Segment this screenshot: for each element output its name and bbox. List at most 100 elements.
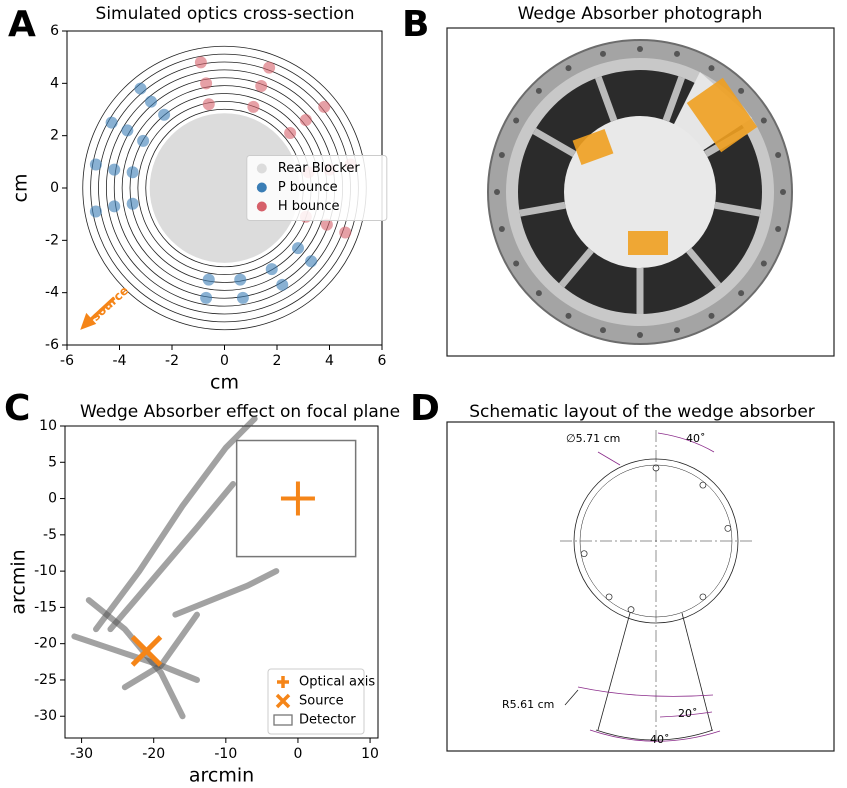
legend-key xyxy=(256,201,267,212)
legend-key xyxy=(277,676,289,688)
point xyxy=(89,205,102,218)
legend-key xyxy=(256,163,267,174)
point xyxy=(234,273,247,286)
bolt-hole xyxy=(565,65,572,72)
bolt-hole xyxy=(708,312,715,319)
point xyxy=(145,95,157,108)
bolt-hole xyxy=(498,151,505,158)
x-axis-label: arcmin xyxy=(189,765,254,787)
dimension-label: 40˚ xyxy=(686,432,706,445)
point xyxy=(202,98,215,111)
y-tick-label: -2 xyxy=(45,232,59,248)
dimension-label: 20˚ xyxy=(678,707,698,720)
bolt-hole xyxy=(674,327,681,334)
point xyxy=(158,108,171,121)
point xyxy=(200,291,213,304)
bolt-hole xyxy=(738,290,745,297)
bolt-hole xyxy=(599,50,606,57)
bolt-hole xyxy=(513,117,520,124)
bolt-hole xyxy=(637,46,643,52)
y-axis-label: cm xyxy=(10,174,32,203)
x-tick-label: 10 xyxy=(361,746,379,762)
legend-key xyxy=(256,182,267,193)
bolt-hole xyxy=(708,65,715,72)
panel-label: A xyxy=(8,4,36,45)
spoke xyxy=(714,201,761,217)
point xyxy=(137,134,150,147)
spoke xyxy=(686,247,722,288)
bolt-hole xyxy=(780,189,786,195)
bolt-hole xyxy=(513,260,520,267)
point xyxy=(305,255,318,268)
spoke xyxy=(662,76,686,122)
panel-label: C xyxy=(4,388,30,429)
x-tick-label: 4 xyxy=(325,353,334,369)
schematic: ∅5.71 cm 40˚ R5.61 cm 20˚ 40˚ xyxy=(446,421,835,752)
bolt-hole xyxy=(775,226,782,233)
bolt-hole xyxy=(738,87,745,94)
ray-streak xyxy=(107,481,237,633)
schematic-title: Schematic layout of the wedge absorber xyxy=(469,402,815,422)
point xyxy=(276,278,289,291)
legend-label: Rear Blocker xyxy=(278,161,361,176)
legend-label: Source xyxy=(299,694,344,709)
x-tick-label: -10 xyxy=(214,746,237,762)
y-tick-label: 5 xyxy=(48,454,57,470)
point xyxy=(121,124,134,137)
point xyxy=(318,100,331,113)
y-tick-label: 4 xyxy=(50,75,59,91)
optical-axis-marker xyxy=(280,481,315,516)
bolt-hole xyxy=(637,332,643,338)
point xyxy=(105,116,118,129)
dimension-label: 40˚ xyxy=(650,733,670,746)
bolt-hole xyxy=(775,151,782,158)
annotation: source xyxy=(88,283,131,324)
bolt-hole xyxy=(760,260,767,267)
hole xyxy=(605,593,613,601)
blocker xyxy=(149,113,300,263)
y-tick-label: 2 xyxy=(50,128,59,144)
y-tick-label: -15 xyxy=(34,599,57,615)
y-tick-label: -5 xyxy=(43,527,57,543)
spoke xyxy=(594,76,618,122)
point xyxy=(320,218,333,231)
dimension-label: ∅5.71 cm xyxy=(566,432,620,445)
bolt-hole xyxy=(535,87,542,94)
point xyxy=(202,273,215,286)
y-tick-label: 0 xyxy=(48,491,57,507)
point xyxy=(89,158,102,171)
hole xyxy=(724,524,732,532)
y-tick-label: -30 xyxy=(34,708,57,724)
panel-label: B xyxy=(402,4,429,45)
point xyxy=(126,197,139,210)
legend-label: Optical axis xyxy=(299,675,375,690)
point xyxy=(292,242,304,255)
y-tick-label: -4 xyxy=(45,285,59,301)
bolt-hole xyxy=(565,312,572,319)
chart-title: Wedge Absorber effect on focal plane xyxy=(80,402,400,422)
y-tick-label: -10 xyxy=(34,563,57,579)
point xyxy=(263,61,276,74)
legend-label: Detector xyxy=(299,713,356,728)
point xyxy=(134,82,147,95)
spoke xyxy=(532,127,576,158)
annotation-arrow xyxy=(87,296,116,324)
hole xyxy=(699,481,707,489)
x-tick-label: -4 xyxy=(113,353,127,369)
plot-frame xyxy=(64,425,379,739)
source-marker xyxy=(130,635,163,667)
legend-box xyxy=(246,155,388,221)
x-tick-label: -30 xyxy=(70,746,93,762)
point xyxy=(255,79,268,92)
hole xyxy=(652,464,660,472)
point xyxy=(108,200,121,213)
y-tick-label: -6 xyxy=(45,337,59,353)
bolt-hole xyxy=(599,327,606,334)
y-tick-label: -25 xyxy=(34,672,57,688)
x-tick-label: 0 xyxy=(293,746,302,762)
y-tick-label: -20 xyxy=(34,636,57,652)
y-tick-label: 10 xyxy=(39,418,57,434)
point xyxy=(236,291,249,304)
spoke xyxy=(519,201,566,217)
spoke xyxy=(558,247,594,288)
